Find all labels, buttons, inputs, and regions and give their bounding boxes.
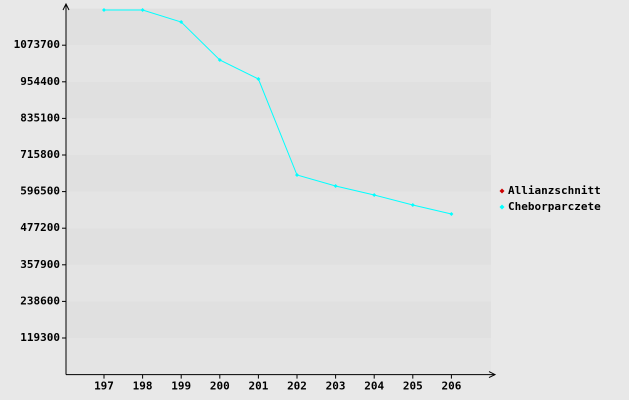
grid-band bbox=[66, 118, 491, 155]
grid-band bbox=[66, 155, 491, 192]
x-tick-label: 204 bbox=[364, 380, 384, 393]
x-tick-label: 206 bbox=[441, 380, 461, 393]
y-tick-label: 477200 bbox=[20, 221, 60, 234]
y-tick-label: 357900 bbox=[20, 258, 60, 271]
data-point bbox=[295, 173, 299, 178]
x-tick-label: 199 bbox=[171, 380, 191, 393]
grid-band bbox=[66, 45, 491, 82]
legend-marker bbox=[499, 188, 505, 194]
grid-band bbox=[66, 264, 491, 302]
grid-band bbox=[66, 191, 491, 229]
series-line bbox=[104, 9, 452, 215]
y-tick-label: 954400 bbox=[20, 75, 60, 88]
legend-marker bbox=[499, 204, 505, 210]
grid-band bbox=[66, 338, 491, 375]
y-tick-label: 596500 bbox=[20, 185, 60, 198]
legend-label: Cheborparczete bbox=[508, 200, 601, 213]
y-tick-label: 119300 bbox=[20, 331, 60, 344]
x-tick-label: 198 bbox=[133, 380, 153, 393]
x-tick-label: 202 bbox=[287, 380, 307, 393]
y-tick-label: 238600 bbox=[20, 294, 60, 307]
x-tick-label: 205 bbox=[403, 380, 423, 393]
x-tick-label: 200 bbox=[210, 380, 230, 393]
data-point bbox=[410, 203, 415, 208]
y-tick-label: 835100 bbox=[20, 111, 60, 124]
data-point bbox=[449, 211, 454, 216]
legend-label: Allianzschnitt bbox=[508, 184, 601, 197]
data-point bbox=[372, 193, 377, 198]
y-tick-label: 1073700 bbox=[14, 38, 60, 51]
grid-band bbox=[66, 8, 491, 46]
grid-band bbox=[66, 81, 491, 119]
grid-band bbox=[66, 301, 491, 338]
data-point bbox=[256, 77, 261, 82]
y-tick-label: 715800 bbox=[20, 148, 60, 161]
data-point bbox=[217, 57, 222, 62]
data-point bbox=[333, 183, 338, 188]
data-point bbox=[179, 20, 184, 25]
grid-band bbox=[66, 228, 491, 265]
x-tick-label: 201 bbox=[248, 380, 268, 393]
y-axis-arrow bbox=[62, 2, 70, 11]
x-tick-label: 197 bbox=[94, 380, 114, 393]
data-point bbox=[140, 7, 145, 12]
x-tick-label: 203 bbox=[326, 380, 346, 393]
data-point bbox=[102, 7, 106, 12]
x-axis-arrow bbox=[488, 371, 497, 379]
